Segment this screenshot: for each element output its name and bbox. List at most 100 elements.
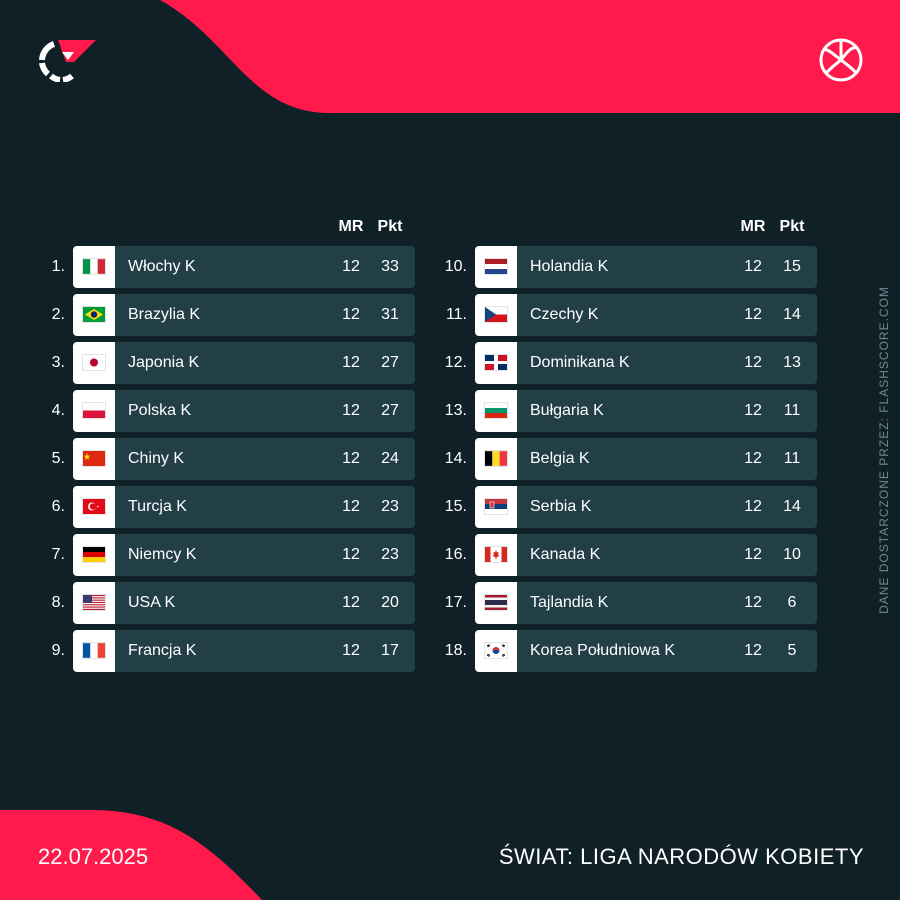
points: 14 xyxy=(783,498,801,515)
italy-flag-icon xyxy=(82,258,106,275)
team-name: USA K xyxy=(128,594,176,611)
belgium-flag-icon xyxy=(484,450,508,467)
flag-cell xyxy=(73,246,115,288)
matches-played: 12 xyxy=(744,594,762,611)
volleyball-icon xyxy=(819,38,863,82)
row-box: Niemcy K 12 23 xyxy=(73,534,415,576)
flag-cell xyxy=(475,534,517,576)
brazil-flag-icon xyxy=(82,306,106,323)
points: 24 xyxy=(381,450,399,467)
table-row: 5. Chiny K 12 24 xyxy=(52,438,463,480)
team-name: Japonia K xyxy=(128,354,200,371)
thailand-flag-icon xyxy=(484,594,508,611)
rank: 11. xyxy=(445,306,467,323)
matches-played: 12 xyxy=(342,642,360,659)
dominican-republic-flag-icon xyxy=(484,354,508,371)
row-box: Chiny K 12 24 xyxy=(73,438,415,480)
matches-played: 12 xyxy=(744,546,762,563)
rank: 18. xyxy=(444,642,467,659)
bottom-accent-shape xyxy=(0,810,262,900)
table-row: 3. Japonia K 12 27 xyxy=(52,342,463,384)
row-box: Japonia K 12 27 xyxy=(73,342,415,384)
flag-cell xyxy=(73,582,115,624)
row-box: Bułgaria K 12 11 xyxy=(475,390,817,432)
czechia-flag-icon xyxy=(484,306,508,323)
row-box: Włochy K 12 33 xyxy=(73,246,415,288)
matches-played: 12 xyxy=(744,402,762,419)
team-name: Holandia K xyxy=(530,258,609,275)
flag-cell xyxy=(475,246,517,288)
rank: 8. xyxy=(51,594,65,611)
rank: 15. xyxy=(444,498,467,515)
flag-cell xyxy=(73,342,115,384)
flag-cell xyxy=(475,390,517,432)
points: 27 xyxy=(381,402,399,419)
flag-cell xyxy=(475,582,517,624)
flag-cell xyxy=(475,294,517,336)
standings-table-left: 1. Włochy K 12 33 2. Brazylia K 12 31 3. Japonia … xyxy=(52,246,463,678)
south-korea-flag-icon xyxy=(484,642,508,659)
table-row: 1. Włochy K 12 33 xyxy=(52,246,463,288)
rank: 10. xyxy=(444,258,467,275)
points: 5 xyxy=(787,642,797,659)
points: 17 xyxy=(381,642,399,659)
matches-played: 12 xyxy=(342,258,360,275)
rank: 14. xyxy=(444,450,467,467)
matches-played: 12 xyxy=(342,498,360,515)
team-name: Tajlandia K xyxy=(530,594,609,611)
matches-played: 12 xyxy=(342,354,360,371)
data-source-credit: DANE DOSTARCZONE PRZEZ: FLASHSCORE.COM xyxy=(877,286,891,614)
rank: 6. xyxy=(51,498,65,515)
points: 20 xyxy=(381,594,399,611)
flag-cell xyxy=(475,486,517,528)
rank: 4. xyxy=(51,402,65,419)
team-name: Francja K xyxy=(128,642,197,659)
matches-played: 12 xyxy=(342,594,360,611)
points: 23 xyxy=(381,546,399,563)
japan-flag-icon xyxy=(82,354,106,371)
poland-flag-icon xyxy=(82,402,106,419)
table-row: 4. Polska K 12 27 xyxy=(52,390,463,432)
points: 23 xyxy=(381,498,399,515)
matches-played: 12 xyxy=(744,258,762,275)
flag-cell xyxy=(73,534,115,576)
turkey-flag-icon xyxy=(82,498,106,515)
flag-cell xyxy=(73,294,115,336)
team-name: Włochy K xyxy=(128,258,196,275)
table-row: 9. Francja K 12 17 xyxy=(52,630,463,672)
rank: 12. xyxy=(444,354,467,371)
team-name: Czechy K xyxy=(530,306,599,323)
matches-played: 12 xyxy=(744,306,762,323)
row-box: Francja K 12 17 xyxy=(73,630,415,672)
row-box: Serbia K 12 14 xyxy=(475,486,817,528)
table-row: 18. Korea Południowa K 12 5 xyxy=(445,630,865,672)
matches-played: 12 xyxy=(744,450,762,467)
rank: 3. xyxy=(51,354,65,371)
standings-table-right: 10. Holandia K 12 15 11. Czechy K 12 14 12. Domin… xyxy=(445,246,865,678)
team-name: Turcja K xyxy=(128,498,187,515)
rank: 1. xyxy=(51,258,65,275)
points: 15 xyxy=(783,258,801,275)
matches-played: 12 xyxy=(744,642,762,659)
bulgaria-flag-icon xyxy=(484,402,508,419)
points: 11 xyxy=(783,450,801,467)
germany-flag-icon xyxy=(82,546,106,563)
row-box: Belgia K 12 11 xyxy=(475,438,817,480)
matches-played: 12 xyxy=(342,306,360,323)
table-row: 2. Brazylia K 12 31 xyxy=(52,294,463,336)
pkt-header: Pkt xyxy=(377,218,403,235)
table-row: 15. Serbia K 12 14 xyxy=(445,486,865,528)
row-box: Kanada K 12 10 xyxy=(475,534,817,576)
rank: 9. xyxy=(51,642,65,659)
flag-cell xyxy=(475,630,517,672)
points: 14 xyxy=(783,306,801,323)
team-name: Brazylia K xyxy=(128,306,201,323)
points: 27 xyxy=(381,354,399,371)
rank: 13. xyxy=(444,402,467,419)
team-name: Dominikana K xyxy=(530,354,630,371)
matches-played: 12 xyxy=(342,546,360,563)
table-row: 17. Tajlandia K 12 6 xyxy=(445,582,865,624)
serbia-flag-icon xyxy=(484,498,508,515)
flag-cell xyxy=(73,390,115,432)
team-name: Kanada K xyxy=(530,546,601,563)
